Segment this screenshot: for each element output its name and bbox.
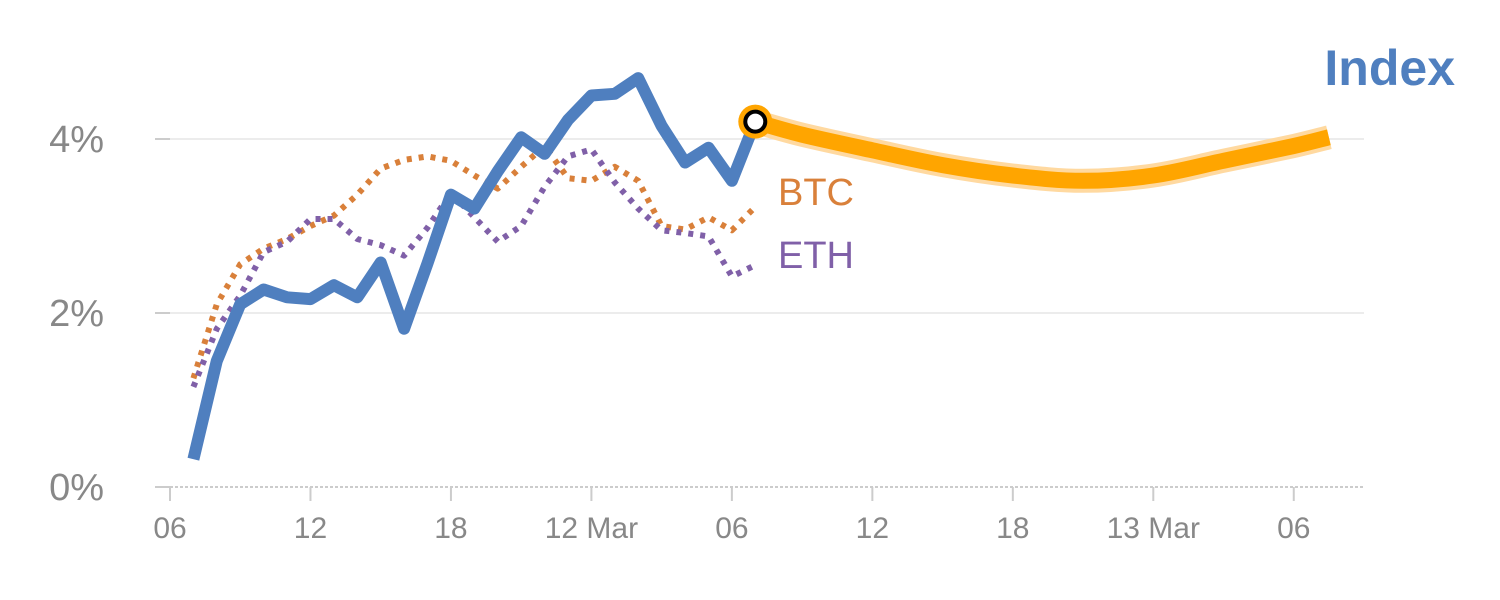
label-layer: Index BTC ETH [778, 40, 1455, 277]
y-tick-label: 0% [49, 467, 104, 509]
forecast-line [753, 113, 1331, 189]
x-tick-label: 12 [294, 512, 327, 545]
eth-series-label: ETH [778, 235, 854, 277]
y-tick-label: 2% [49, 293, 104, 335]
x-tick-label: 18 [434, 512, 467, 545]
x-tick-label: 13 Mar [1107, 512, 1200, 545]
grid-layer [155, 138, 1364, 314]
x-tick-label: 06 [153, 512, 186, 545]
index-series-line [187, 72, 761, 461]
x-tick-label: 06 [1277, 512, 1310, 545]
forecast-layer [738, 104, 1332, 193]
btc-series-line [190, 143, 758, 380]
x-tick-label: 06 [715, 512, 748, 545]
current-point-marker [743, 109, 768, 134]
chart-title: Index [1324, 40, 1455, 96]
btc-series-label: BTC [778, 172, 854, 214]
axis-layer: 0% 2% 4% 06 12 18 12 Mar 06 12 18 13 Mar 06 [49, 119, 1364, 545]
eth-series-line [190, 146, 757, 389]
series-layer [187, 72, 761, 461]
x-tick-label: 12 Mar [545, 512, 638, 545]
x-tick-label: 18 [996, 512, 1029, 545]
x-tick-label: 12 [856, 512, 889, 545]
y-tick-label: 4% [49, 119, 104, 161]
